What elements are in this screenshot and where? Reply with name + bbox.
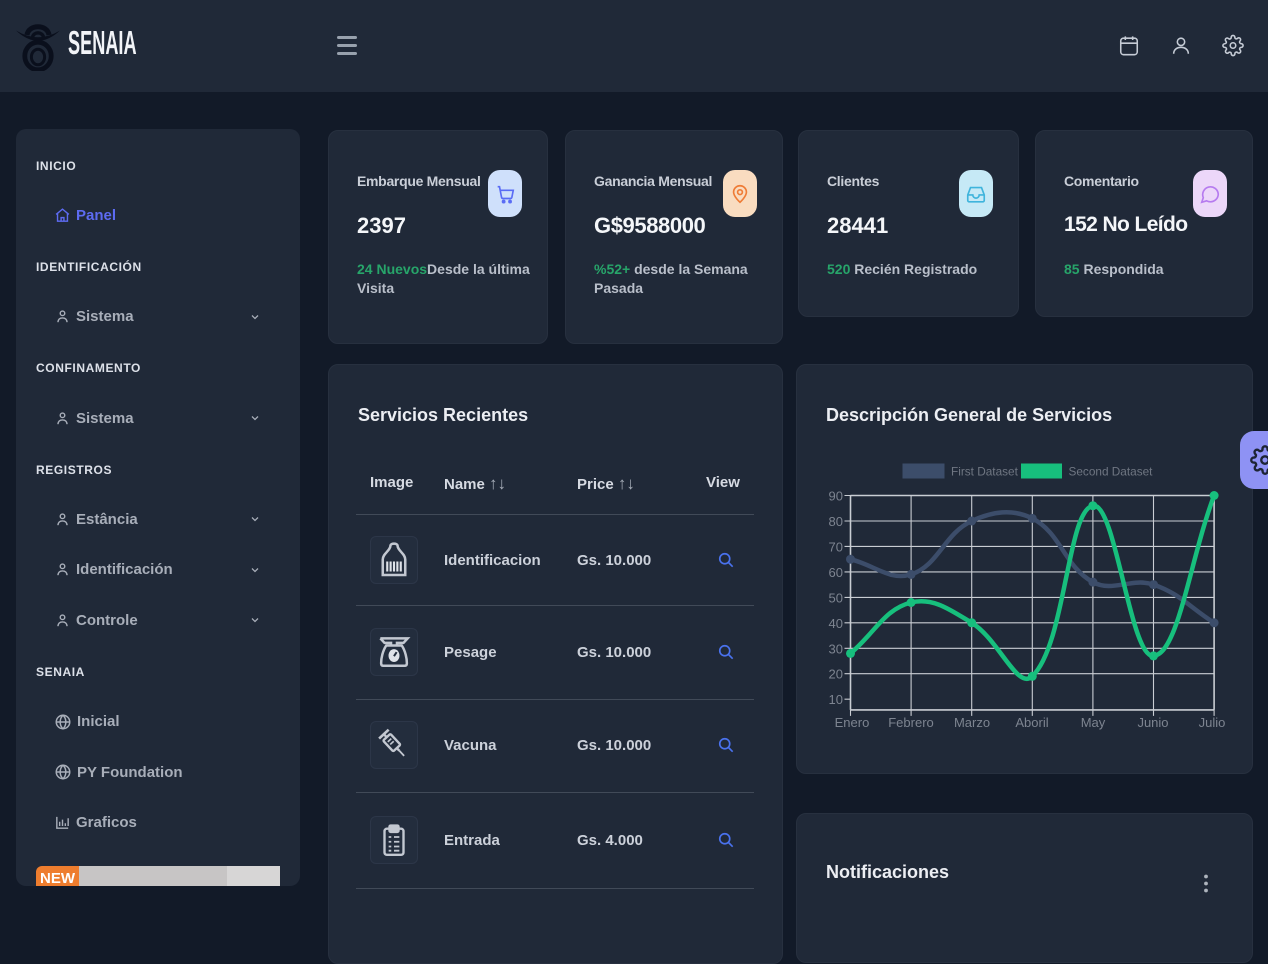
svg-text:Junio: Junio: [1137, 715, 1168, 730]
svg-text:60: 60: [829, 565, 843, 580]
svg-text:Second Dataset: Second Dataset: [1069, 465, 1154, 479]
svg-text:Aboril: Aboril: [1015, 715, 1048, 730]
svg-text:50: 50: [829, 590, 843, 605]
svg-text:May: May: [1081, 715, 1106, 730]
svg-text:20: 20: [829, 667, 843, 682]
svg-text:Enero: Enero: [835, 715, 870, 730]
svg-text:Julio: Julio: [1199, 715, 1226, 730]
svg-text:80: 80: [829, 514, 843, 529]
svg-text:First Dataset: First Dataset: [951, 465, 1019, 479]
svg-text:90: 90: [829, 489, 843, 504]
svg-text:10: 10: [829, 692, 843, 707]
svg-text:30: 30: [829, 641, 843, 656]
svg-text:Marzo: Marzo: [954, 715, 990, 730]
svg-text:40: 40: [829, 616, 843, 631]
svg-text:Febrero: Febrero: [888, 715, 934, 730]
svg-text:70: 70: [829, 539, 843, 554]
